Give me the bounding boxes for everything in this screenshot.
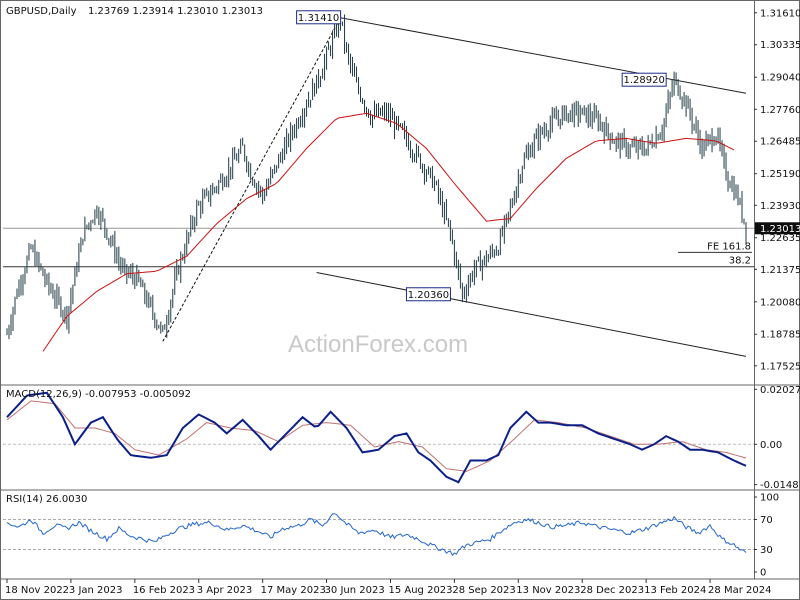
rsi-tick-label: 100	[760, 493, 779, 504]
price-label-text: 1.20360	[408, 290, 449, 301]
price-tick-label: 1.25190	[760, 169, 800, 180]
fib-38-label: 38.2	[729, 256, 751, 267]
current-price-box	[755, 222, 800, 235]
price-label-0: 1.31410	[296, 10, 342, 25]
macd-tick-label: 0.00	[760, 440, 782, 451]
price-tick-label: 1.29040	[760, 73, 800, 84]
price-tick-label: 1.17525	[760, 361, 800, 372]
watermark: ActionForex.com	[288, 331, 468, 358]
x-tick-label: 3 Apr 2023	[197, 585, 252, 596]
price-tick-label: 1.31610	[760, 8, 800, 19]
price-label-2: 1.20360	[405, 287, 451, 302]
channel-lower-line	[316, 271, 747, 357]
price-tick-label: 1.30335	[760, 40, 800, 51]
rsi-tick-label: 30	[760, 545, 773, 556]
price-label-box	[296, 10, 342, 25]
dashed-trendline	[162, 17, 341, 342]
macd-line	[6, 391, 747, 484]
macd-tick-label: 0.02027	[760, 385, 800, 396]
macd-tick-label: -0.014877	[760, 480, 800, 491]
price-tick-label: 1.26485	[760, 137, 800, 148]
price-label-text: 1.28920	[623, 75, 664, 86]
x-tick-label: 3 Jan 2023	[69, 585, 123, 596]
x-tick-label: 13 Feb 2024	[644, 585, 706, 596]
x-tick-label: 13 Nov 2023	[516, 585, 580, 596]
rsi-label: RSI(14) 26.0030	[6, 494, 87, 505]
price-label-1: 1.28920	[621, 72, 667, 87]
x-tick-label: 28 Dec 2023	[580, 585, 644, 596]
price-label-box	[621, 72, 667, 87]
x-tick-label: 30 Jun 2023	[325, 585, 385, 596]
sma-line	[42, 112, 735, 352]
x-tick-label: 17 May 2023	[261, 585, 326, 596]
x-tick-label: 18 Nov 2022	[5, 585, 69, 596]
price-label-box	[405, 287, 451, 302]
price-tick-label: 1.23930	[760, 201, 800, 212]
symbol-header: GBPUSD,Daily	[6, 6, 77, 17]
price-tick-label: 1.22635	[760, 233, 800, 244]
price-label-text: 1.31410	[298, 13, 339, 24]
ohlc-header: 1.23769 1.23914 1.23010 1.23013	[88, 6, 263, 17]
x-tick-label: 28 Mar 2024	[708, 585, 771, 596]
rsi-tick-label: 0	[760, 568, 766, 579]
rsi-line	[6, 513, 747, 557]
rsi-tick-label: 70	[760, 515, 773, 526]
current-price-label: 1.23013	[760, 224, 800, 235]
channel-upper-line	[340, 17, 747, 94]
x-tick-label: 28 Sep 2023	[452, 585, 515, 596]
price-tick-label: 1.27760	[760, 105, 800, 116]
macd-signal-line	[6, 400, 747, 472]
price-tick-label: 1.20080	[760, 297, 800, 308]
fe-161-label: FE 161.8	[707, 241, 751, 252]
price-tick-label: 1.18785	[760, 330, 800, 341]
x-tick-label: 16 Feb 2023	[133, 585, 195, 596]
macd-label: MACD(12,26,9) -0.007953 -0.005092	[6, 389, 191, 400]
price-tick-label: 1.21375	[760, 265, 800, 276]
x-tick-label: 15 Aug 2023	[388, 585, 452, 596]
candle-group	[6, 14, 747, 340]
